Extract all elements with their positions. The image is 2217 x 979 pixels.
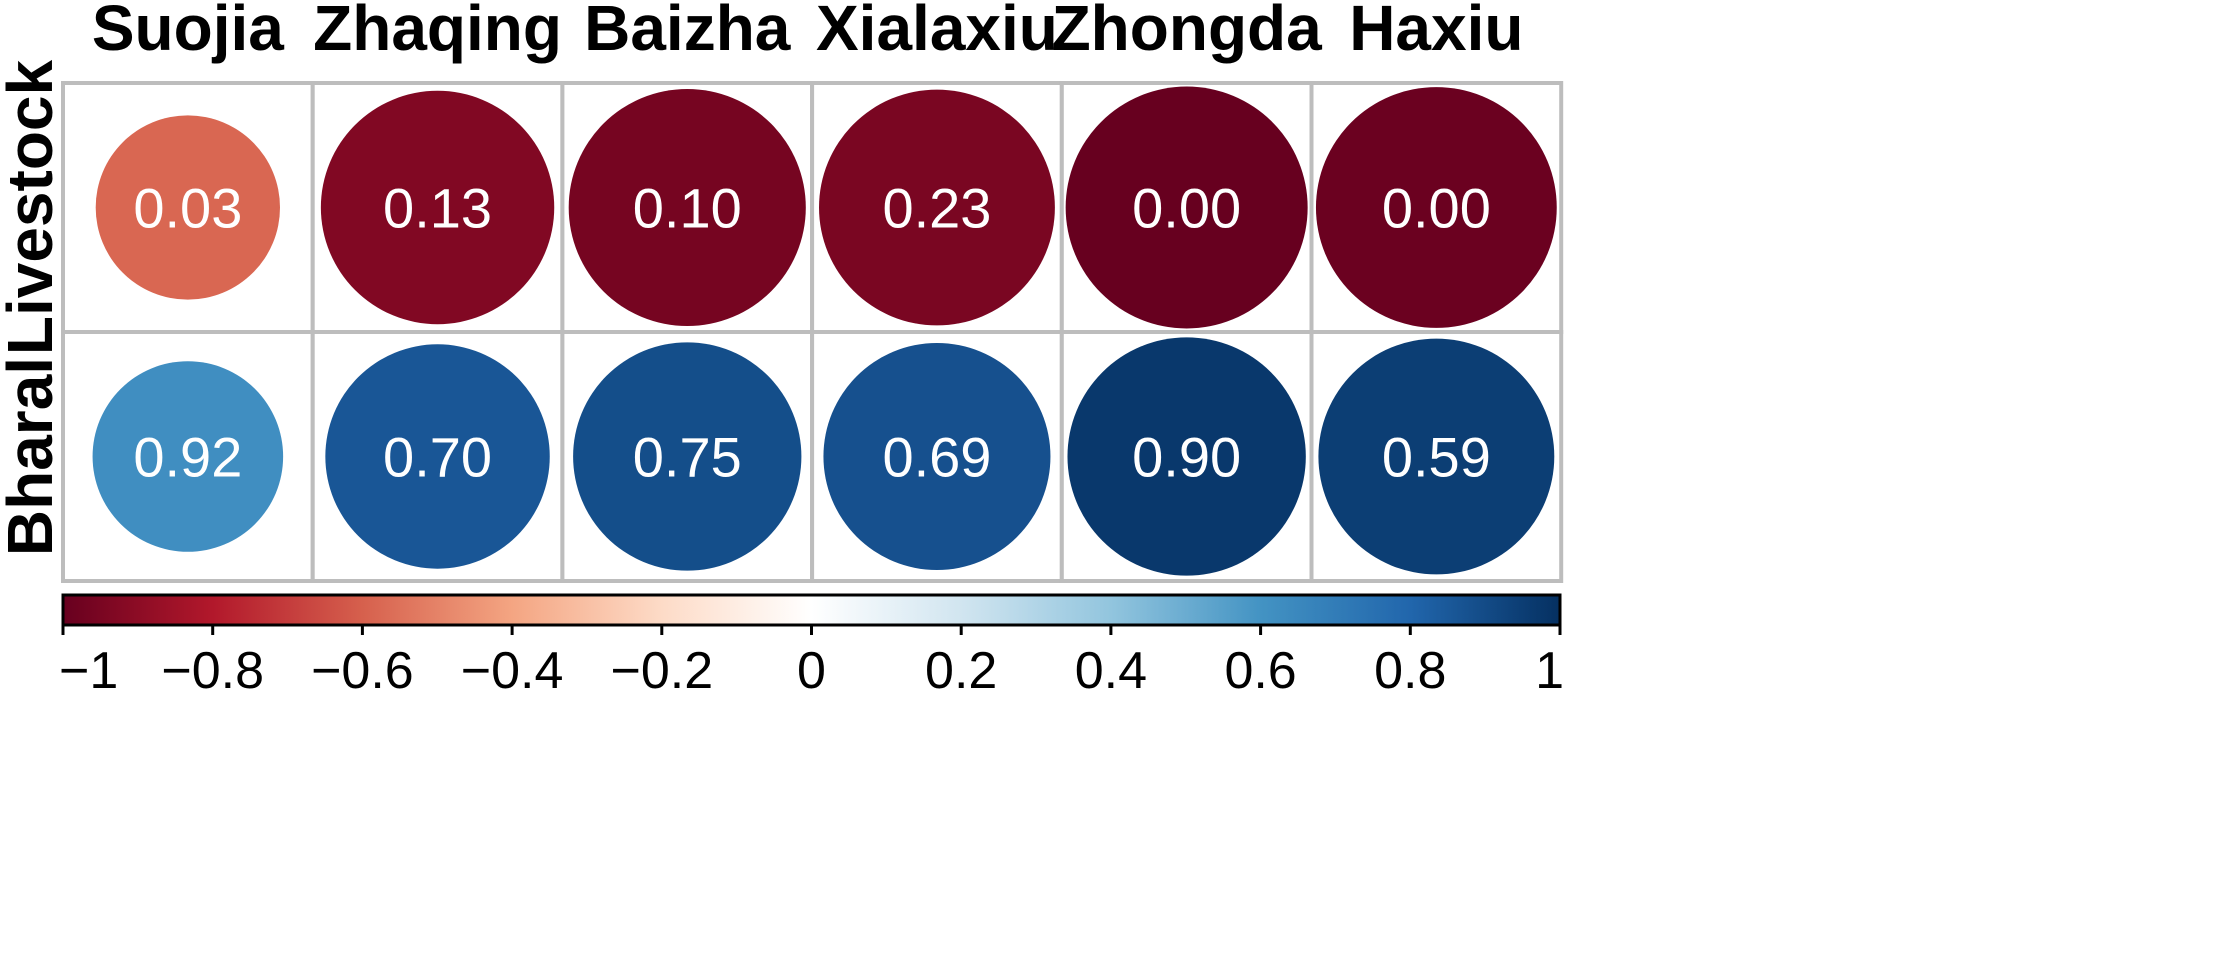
cell-value-label: 0.23 (882, 177, 991, 240)
correlation-circle-bharal-zhongda (1067, 337, 1306, 576)
column-label-zhongda: Zhongda (1052, 0, 1323, 64)
column-label-xialaxiu: Xialaxiu (816, 0, 1058, 64)
colorbar-gradient (61, 593, 1562, 627)
cell-value-label: 0.59 (1382, 426, 1491, 489)
colorbar-tick-label: −0.2 (610, 642, 713, 700)
correlation-circle-bharal-baizha (573, 342, 802, 571)
cell-value-label: 0.10 (633, 177, 742, 240)
colorbar-tick-label: −0.4 (461, 642, 564, 700)
cell-value-label: 0.90 (1132, 426, 1241, 489)
cell-value-label: 0.70 (383, 426, 492, 489)
cell-value-label: 0.00 (1382, 177, 1491, 240)
column-label-zhaqing: Zhaqing (313, 0, 562, 64)
colorbar-tick-label: 0.2 (925, 642, 997, 700)
cell-value-label: 0.75 (633, 426, 742, 489)
colorbar-tick-label: 0.8 (1374, 642, 1446, 700)
cell-value-label: 0.13 (383, 177, 492, 240)
correlation-circle-bharal-haxiu (1318, 338, 1555, 575)
correlation-circle-livestock-zhongda (1065, 86, 1308, 329)
correlation-circle-livestock-suojia (95, 115, 281, 300)
row-label-bharal: Bharal (0, 357, 66, 556)
colorbar-tick-label: −0.6 (311, 642, 414, 700)
cell-circles: 0.03 0.13 0.10 0.23 0.00 0.00 0.92 0.70 0.75 0.69… (92, 86, 1557, 576)
cell-value-label: 0.69 (882, 426, 991, 489)
colorbar-tick-label: 0.4 (1075, 642, 1147, 700)
cell-value-label: 0.03 (133, 177, 242, 240)
correlation-circle-livestock-haxiu (1315, 87, 1557, 328)
colorbar-tick-label: 0 (797, 642, 826, 700)
column-label-haxiu: Haxiu (1349, 0, 1523, 64)
column-label-baizha: Baizha (584, 0, 791, 64)
correlation-circle-bharal-suojia (92, 361, 284, 552)
correlation-circle-livestock-zhaqing (320, 90, 555, 325)
correlation-circle-bharal-zhaqing (325, 344, 550, 569)
colorbar-tick-label: −1 (59, 642, 118, 700)
cell-value-label: 0.92 (133, 426, 242, 489)
correlation-circle-bharal-xialaxiu (823, 342, 1051, 571)
column-label-suojia: Suojia (92, 0, 284, 64)
cell-value-label: 0.00 (1132, 177, 1241, 240)
colorbar: −1 −0.8 −0.6 −0.4 −0.2 0 0.2 0.4 0.6 0.8 1 (59, 593, 1564, 700)
correlation-circle-livestock-xialaxiu (819, 89, 1055, 326)
colorbar-tick-label: 1 (1535, 642, 1564, 700)
colorbar-tick-label: 0.6 (1224, 642, 1296, 700)
colorbar-tick-label: −0.8 (161, 642, 264, 700)
correlation-circle-livestock-baizha (568, 88, 806, 327)
row-label-livestock: Livestock (0, 59, 66, 355)
